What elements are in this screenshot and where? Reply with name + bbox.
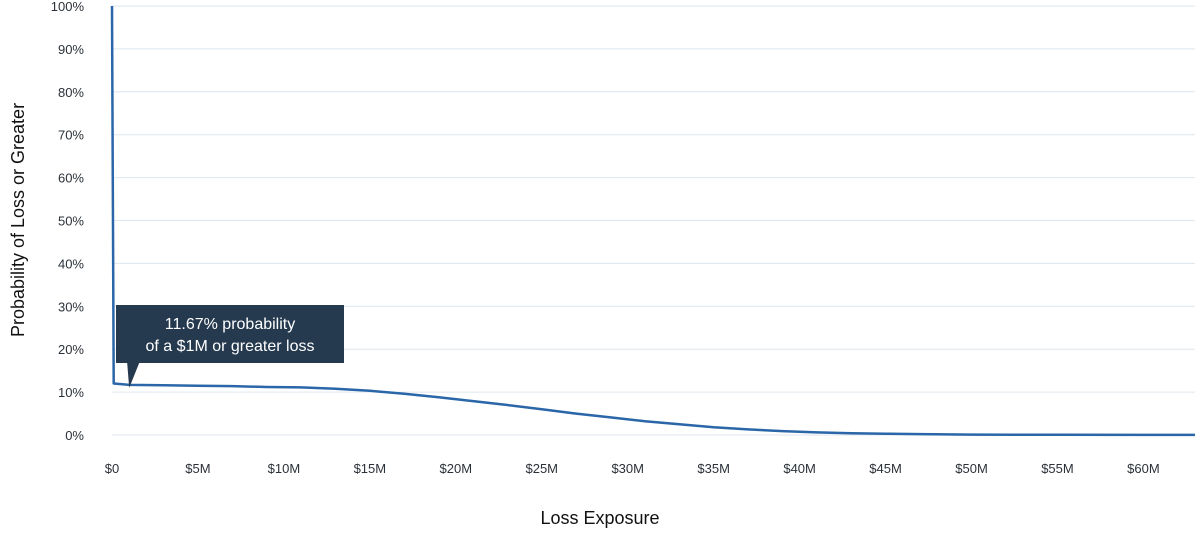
x-tick-label: $15M [354,461,387,476]
x-tick-label: $50M [955,461,988,476]
y-tick-label: 40% [58,256,84,271]
x-axis-tick-labels: $0 $5M $10M $15M $20M $25M $30M $35M $40M $45M $50… [105,461,1160,476]
x-tick-label: $0 [105,461,119,476]
x-tick-label: $45M [869,461,902,476]
y-tick-label: 50% [58,214,84,229]
annotation-box [116,305,344,388]
x-tick-label: $35M [697,461,730,476]
y-axis-title: Probability of Loss or Greater [8,103,28,337]
y-tick-label: 0% [65,428,84,443]
y-tick-label: 90% [58,42,84,57]
y-tick-label: 100% [51,0,85,14]
y-tick-label: 10% [58,385,84,400]
x-tick-label: $25M [525,461,558,476]
x-tick-label: $55M [1041,461,1074,476]
annotation-line-1: 11.67% probability [165,316,295,333]
x-tick-label: $30M [611,461,644,476]
x-tick-label: $60M [1127,461,1160,476]
annotation-line-2: of a $1M or greater loss [146,338,315,355]
y-axis-tick-labels: 0% 10% 20% 30% 40% 50% 60% 70% 80% 90% 100% [51,0,85,443]
annotation-callout: 11.67% probability of a $1M or greater l… [116,305,344,388]
y-tick-label: 70% [58,128,84,143]
y-tick-label: 30% [58,299,84,314]
y-tick-label: 20% [58,342,84,357]
x-tick-label: $10M [268,461,301,476]
y-tick-label: 80% [58,85,84,100]
x-tick-label: $5M [185,461,210,476]
x-axis-title: Loss Exposure [540,508,659,528]
grid-lines [112,5,1195,436]
y-tick-label: 60% [58,171,84,186]
x-tick-label: $40M [783,461,816,476]
series-group [110,5,1195,437]
series-line-0 [110,5,1195,437]
x-tick-label: $20M [440,461,473,476]
